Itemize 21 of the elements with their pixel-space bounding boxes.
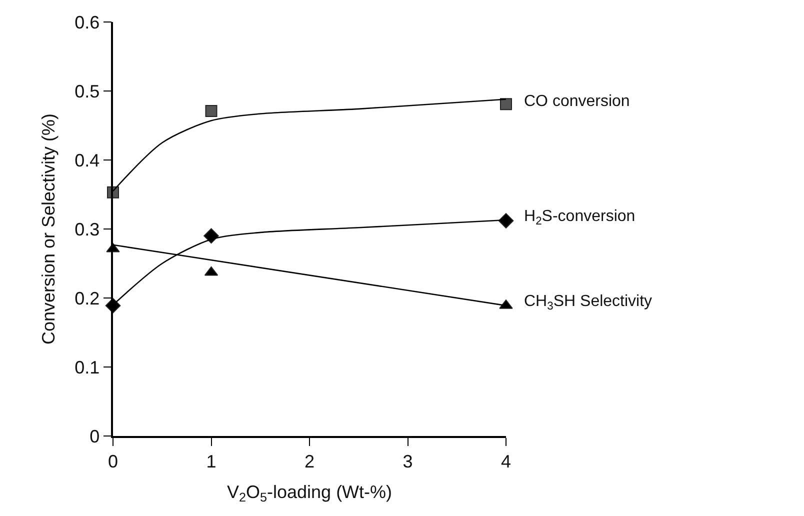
y-tick-label: 0.5 xyxy=(74,81,100,102)
point xyxy=(500,98,512,110)
series-label: CH$_{3}$SH Selectivity xyxy=(524,293,652,312)
series-label: CO conversion xyxy=(524,93,630,110)
y-axis-title: Conversion or Selectivity (%) xyxy=(38,113,58,345)
x-tick-label: 3 xyxy=(402,451,413,472)
y-tick-label: 0.4 xyxy=(74,150,100,170)
y-tick-label: 0.1 xyxy=(74,357,100,378)
point xyxy=(205,105,218,118)
y-tick-label: 0.3 xyxy=(74,219,100,240)
x-tick-label: 1 xyxy=(206,451,216,472)
series-label: H$_{2}$S-conversion xyxy=(524,208,636,228)
x-tick-label: 2 xyxy=(304,451,315,472)
y-tick-label: 0 xyxy=(90,426,100,446)
point xyxy=(498,213,514,228)
y-tick-label: 0.6 xyxy=(74,12,100,32)
point xyxy=(204,228,219,244)
x-tick-label: 4 xyxy=(500,451,512,472)
y-tick-label: 0.2 xyxy=(74,288,100,308)
x-tick-label: 0 xyxy=(108,451,118,472)
x-axis-title: V$_{2}$O$_{5}$-loading (Wt-%) xyxy=(226,482,392,505)
